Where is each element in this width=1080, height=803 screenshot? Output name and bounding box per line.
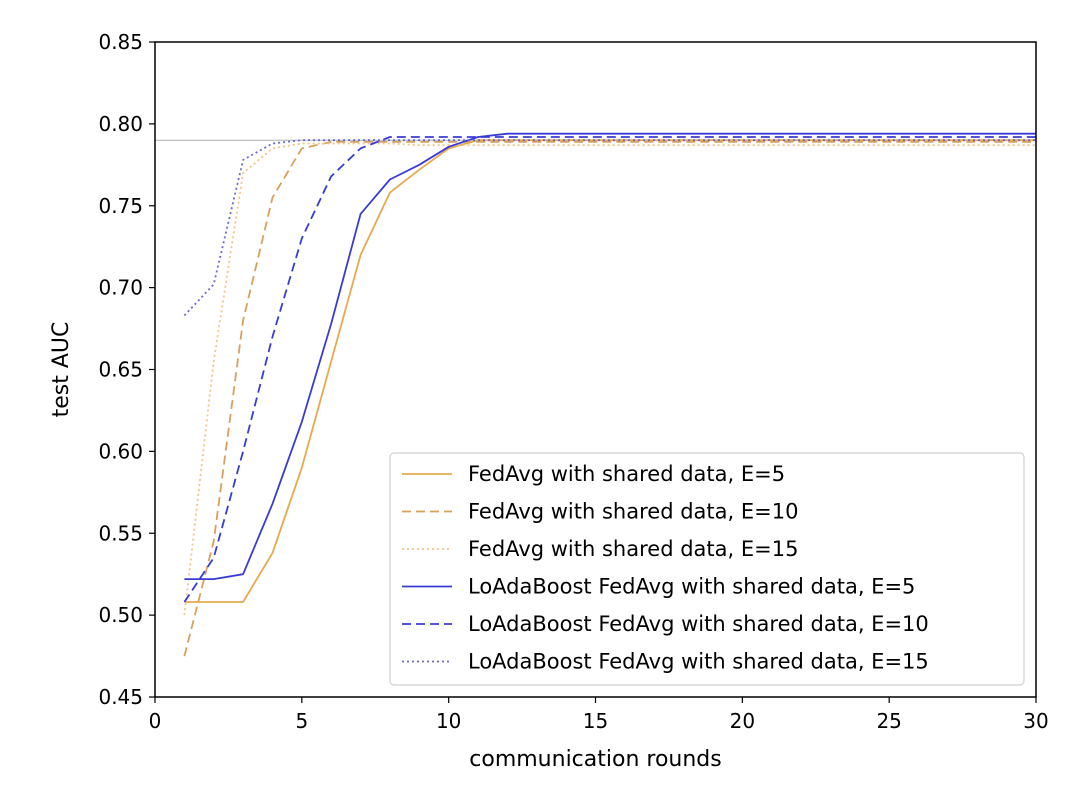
x-axis-label: communication rounds [469, 747, 721, 772]
legend: FedAvg with shared data, E=5 FedAvg with … [389, 452, 1025, 686]
legend-label-3: FedAvg with shared data, E=15 [468, 537, 798, 561]
y-tick-label: 0.70 [98, 276, 143, 300]
series-line-2 [183, 140, 1036, 657]
y-axis-label: test AUC [49, 322, 74, 418]
legend-label-4: LoAdaBoost FedAvg with shared data, E=5 [468, 575, 915, 599]
y-tick-label: 0.65 [98, 358, 143, 382]
series-line-3 [183, 142, 1036, 616]
legend-label-2: FedAvg with shared data, E=10 [468, 500, 798, 524]
y-tick-label: 0.80 [98, 112, 143, 136]
legend-box [389, 452, 1025, 686]
y-tick-label: 0.85 [98, 30, 143, 54]
series-line-5 [183, 136, 1036, 603]
x-tick-label: 5 [295, 709, 308, 733]
series-line-4 [184, 132, 1036, 580]
plot-area [155, 132, 1036, 657]
y-tick-label: 0.75 [98, 194, 143, 218]
series-line-6 [183, 139, 1036, 317]
x-tick-label: 0 [149, 709, 162, 733]
y-tick-label: 0.55 [98, 521, 143, 545]
legend-label-1: FedAvg with shared data, E=5 [468, 462, 785, 486]
legend-label-5: LoAdaBoost FedAvg with shared data, E=10 [468, 612, 929, 636]
x-tick-label: 20 [730, 709, 755, 733]
y-tick-label: 0.50 [98, 603, 143, 627]
x-tick-label: 25 [876, 709, 901, 733]
x-tick-label: 30 [1023, 709, 1048, 733]
x-tick-label: 15 [583, 709, 608, 733]
x-tick-label: 10 [436, 709, 461, 733]
axis-ticks: 0 5 10 15 20 25 30 0.45 0.50 0.55 0.60 0.65 0.70 0.75… [98, 30, 1048, 733]
legend-label-6: LoAdaBoost FedAvg with shared data, E=15 [468, 650, 929, 674]
y-tick-label: 0.45 [98, 685, 143, 709]
y-tick-label: 0.60 [98, 439, 143, 463]
